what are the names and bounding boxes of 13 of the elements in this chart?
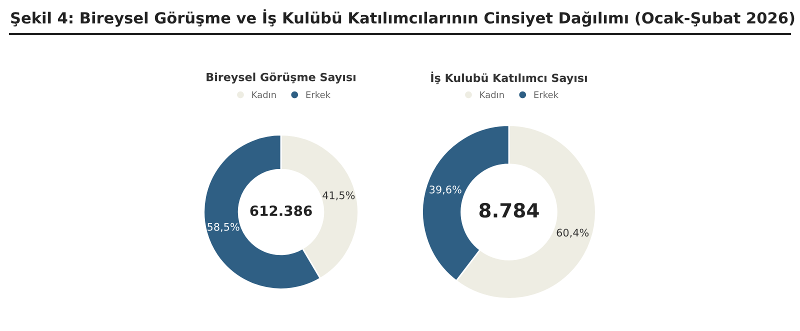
legend-label: Kadın xyxy=(252,91,276,98)
legend-label: Erkek xyxy=(306,91,331,98)
chart-subtitle: İş Kulubü Katılımcı Sayısı xyxy=(431,72,587,84)
legend-label: Erkek xyxy=(534,91,559,98)
legend-label: Kadın xyxy=(480,91,504,98)
text: 8.784 xyxy=(479,202,539,218)
data-label: 60,4% xyxy=(556,228,589,238)
chart-subtitle: Bireysel Görüşme Sayısı xyxy=(206,72,356,84)
data-label: 58,5% xyxy=(208,222,240,232)
data-label: 41,5% xyxy=(322,191,355,200)
text: Şekil 4: Bireysel Görüşme ve İş Kulübü Katılımcılarının Cinsiyet Dağılımı (Ocak-Şubat 2026) xyxy=(11,9,794,27)
text: 612.386 xyxy=(250,206,312,216)
data-label: 39,6% xyxy=(430,186,462,195)
